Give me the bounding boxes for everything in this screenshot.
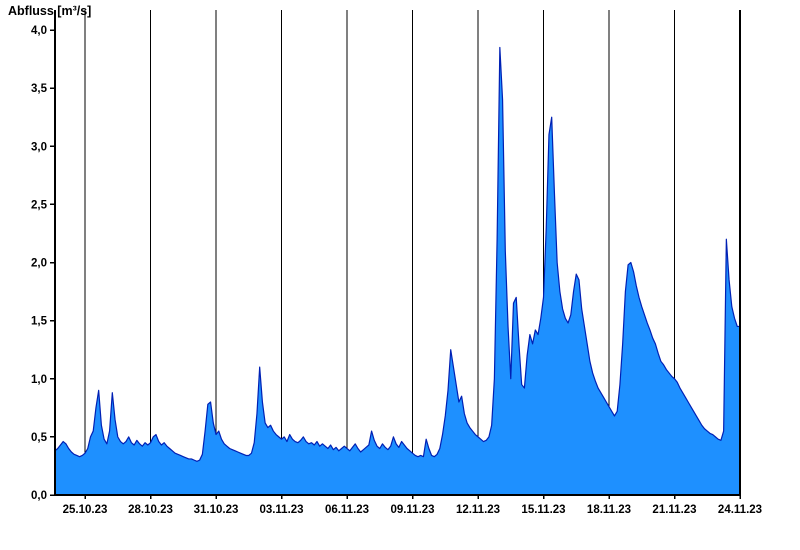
x-tick-label: 25.10.23: [63, 504, 108, 516]
x-tick-label: 09.11.23: [390, 504, 434, 516]
x-tick-label: 31.10.23: [194, 504, 239, 516]
discharge-area-series: [54, 46, 740, 495]
x-tick-label: 24.11.23: [718, 504, 762, 516]
axes: [54, 10, 741, 496]
y-tick-label: 2,5: [31, 199, 48, 211]
x-tick-label: 03.11.23: [259, 504, 303, 516]
y-tick-label: 0,5: [31, 432, 48, 444]
y-axis-ticks-and-labels: 0,0 0,5 1,0 1,5 2,0 2,5 3,0 3,5 4,0: [31, 25, 55, 502]
y-tick-label: 4,0: [31, 25, 47, 37]
y-tick-label: 1,0: [31, 374, 47, 386]
chart-title: Abfluss [m³/s]: [8, 4, 92, 18]
y-tick-label: 1,5: [31, 316, 48, 328]
x-tick-label: 21.11.23: [652, 504, 696, 516]
x-axis-ticks-and-labels: 25.10.23 28.10.23 31.10.23 03.11.23 06.11.23…: [63, 495, 762, 516]
x-tick-label: 12.11.23: [456, 504, 500, 516]
x-tick-label: 18.11.23: [587, 504, 631, 516]
y-tick-label: 3,0: [31, 141, 47, 153]
y-tick-label: 3,5: [31, 83, 48, 95]
y-tick-label: 2,0: [31, 258, 47, 270]
y-tick-label: 0,0: [31, 490, 47, 502]
x-tick-label: 28.10.23: [128, 504, 173, 516]
x-tick-label: 06.11.23: [325, 504, 369, 516]
x-tick-label: 15.11.23: [521, 504, 565, 516]
